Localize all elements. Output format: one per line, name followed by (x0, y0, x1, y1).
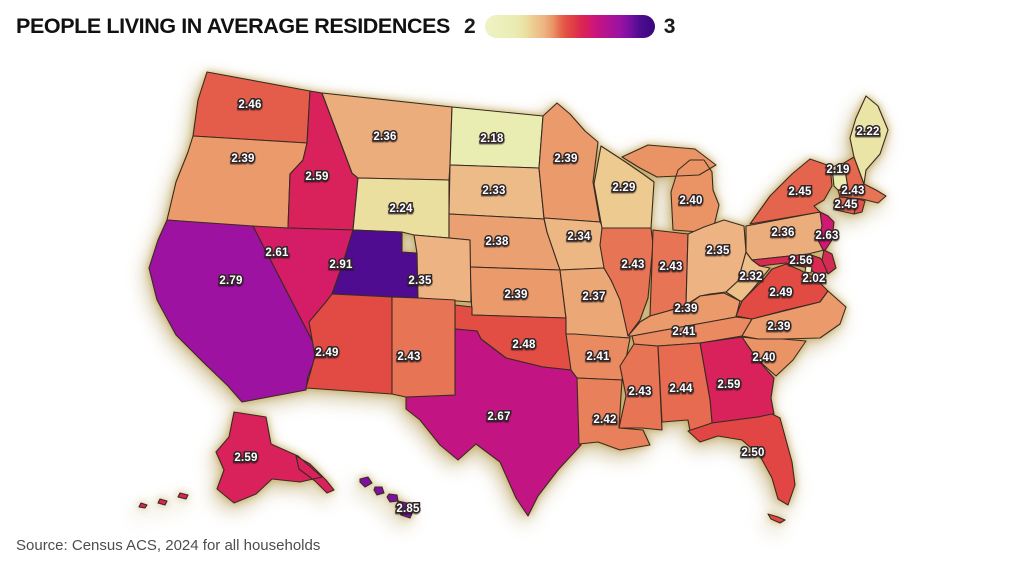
state-or (166, 135, 308, 229)
state-value-label-md: 2.56 (789, 255, 812, 267)
state-value-label-mi: 2.40 (679, 195, 702, 207)
state-value-label-ar: 2.41 (586, 351, 610, 363)
state-value-label-co: 2.35 (408, 275, 432, 287)
state-value-label-ak: 2.59 (234, 452, 257, 464)
state-value-label-nm: 2.43 (397, 351, 420, 363)
state-value-label-ms: 2.43 (628, 386, 651, 398)
color-legend: 2 3 (464, 15, 675, 39)
state-value-label-ct: 2.45 (834, 199, 858, 211)
state-ct (834, 196, 859, 215)
state-value-label-hi: 2.85 (396, 503, 420, 515)
state-value-label-ga: 2.59 (717, 379, 740, 391)
state-ri (853, 198, 866, 215)
state-value-label-ny: 2.45 (788, 186, 812, 198)
state-value-label-nv: 2.61 (265, 247, 289, 259)
state-tx (405, 328, 584, 517)
state-value-label-nc: 2.39 (767, 321, 790, 333)
state-value-label-sc: 2.40 (752, 352, 775, 364)
state-fl (687, 413, 796, 524)
state-md (751, 253, 831, 279)
state-ny (749, 158, 833, 225)
state-dc (804, 265, 813, 274)
state-value-label-va: 2.49 (769, 287, 792, 299)
state-value-label-al: 2.44 (669, 383, 693, 395)
state-value-label-dc: 2.02 (802, 273, 825, 285)
state-value-label-wv: 2.32 (739, 271, 762, 283)
legend-min-label: 2 (464, 14, 476, 38)
state-value-label-sd: 2.33 (482, 185, 505, 197)
state-de (821, 249, 837, 275)
state-mn (538, 102, 601, 223)
state-la (576, 377, 651, 451)
state-value-label-ca: 2.79 (219, 275, 242, 287)
header: PEOPLE LIVING IN AVERAGE RESIDENCES 2 3 (16, 14, 675, 39)
state-value-label-fl: 2.50 (741, 447, 764, 459)
state-me (849, 95, 889, 185)
state-value-label-id: 2.59 (305, 171, 328, 183)
state-value-label-tx: 2.67 (487, 411, 510, 423)
state-value-label-il: 2.43 (621, 259, 644, 271)
state-value-label-ne: 2.38 (485, 236, 509, 248)
state-value-label-wy: 2.24 (389, 203, 413, 215)
state-value-label-ia: 2.34 (567, 231, 591, 243)
legend-gradient-bar (484, 15, 655, 38)
state-vt (831, 162, 849, 191)
state-value-label-mt: 2.36 (373, 131, 396, 143)
state-value-label-ok: 2.48 (512, 339, 536, 351)
state-wi (593, 145, 655, 229)
state-value-label-pa: 2.36 (771, 227, 794, 239)
state-ak (138, 411, 335, 509)
state-value-label-wa: 2.46 (238, 99, 261, 111)
source-note: Source: Census ACS, 2024 for all househo… (16, 537, 321, 554)
state-value-label-ut: 2.91 (329, 259, 353, 271)
state-value-label-nd: 2.18 (480, 133, 504, 145)
state-value-label-ky: 2.39 (674, 303, 697, 315)
state-value-label-ks: 2.39 (504, 289, 527, 301)
legend-max-label: 3 (663, 14, 676, 38)
state-nj (817, 211, 835, 253)
state-wv (725, 251, 771, 302)
state-value-label-me: 2.22 (856, 126, 879, 138)
state-value-label-tn: 2.41 (672, 326, 696, 338)
state-value-label-in: 2.43 (659, 261, 682, 273)
state-value-label-mn: 2.39 (554, 153, 577, 165)
state-value-label-wi: 2.29 (612, 182, 635, 194)
page-title: PEOPLE LIVING IN AVERAGE RESIDENCES (16, 14, 450, 38)
state-nm (391, 296, 456, 398)
state-value-label-az: 2.49 (315, 347, 338, 359)
state-value-label-oh: 2.35 (706, 245, 730, 257)
state-value-label-mo: 2.37 (582, 291, 605, 303)
state-co (413, 234, 472, 303)
state-hi (359, 476, 414, 519)
state-value-label-vt: 2.19 (826, 164, 849, 176)
state-value-label-ma: 2.43 (841, 185, 864, 197)
state-value-label-or: 2.39 (231, 153, 254, 165)
state-value-label-la: 2.42 (593, 414, 616, 426)
state-value-label-nj: 2.63 (815, 230, 838, 242)
